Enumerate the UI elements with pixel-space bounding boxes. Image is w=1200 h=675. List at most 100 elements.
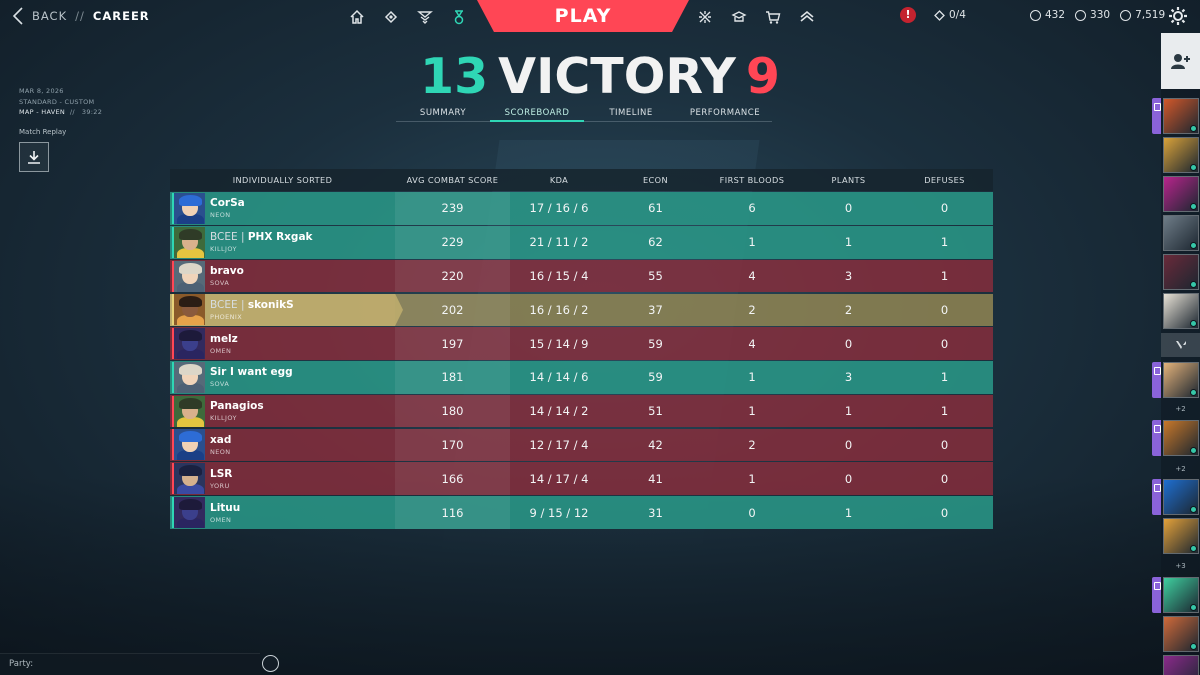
table-row[interactable]: melz OMEN 197 15 / 14 / 9 59 4 0 0	[170, 327, 993, 360]
download-icon	[28, 151, 40, 164]
first-bloods-value: 2	[748, 302, 756, 317]
header-plants[interactable]: PLANTS	[831, 175, 866, 185]
friend-avatar[interactable]	[1163, 176, 1199, 212]
player-name: LSR	[210, 468, 232, 480]
friend-avatar[interactable]	[1163, 362, 1199, 398]
premier-tab[interactable]	[722, 4, 756, 30]
player-cell[interactable]: melz OMEN	[170, 327, 395, 360]
agent-portrait	[172, 463, 205, 495]
first-bloods-value: 2	[748, 437, 756, 452]
currency-wallet[interactable]: 432 330 7,519	[1030, 9, 1165, 21]
friend-avatar[interactable]	[1163, 420, 1199, 456]
friends-group-divider[interactable]	[1161, 333, 1200, 357]
store-tab[interactable]	[756, 4, 790, 30]
player-tag: BCEE |	[210, 298, 248, 311]
tab-scoreboard[interactable]: SCOREBOARD	[490, 106, 584, 122]
friend-avatar[interactable]	[1163, 137, 1199, 173]
portrait-hair	[179, 363, 202, 375]
plants-value: 0	[844, 336, 853, 351]
tab-performance[interactable]: PERFORMANCE	[689, 108, 761, 118]
header-acs[interactable]: AVG COMBAT SCORE	[406, 175, 499, 185]
player-cell[interactable]: Lituu OMEN	[170, 496, 395, 529]
player-cell[interactable]: Sir I want egg SOVA	[170, 361, 395, 394]
friend-avatar[interactable]	[1163, 215, 1199, 251]
portrait-hair	[179, 296, 202, 308]
player-cell[interactable]: BCEE | PHX Rxgak KILLJOY	[170, 226, 395, 259]
career-tab[interactable]	[442, 4, 476, 30]
table-row[interactable]: BCEE | PHX Rxgak KILLJOY 229 21 / 11 / 2 62 1…	[170, 225, 993, 259]
friend-player-card	[1164, 656, 1198, 675]
player-name: Sir I want egg	[210, 366, 293, 378]
friend-avatar[interactable]	[1163, 98, 1199, 134]
online-status-dot	[1190, 203, 1197, 210]
acs-value: 220	[395, 259, 510, 293]
portrait-hair	[179, 194, 202, 206]
header-defuses[interactable]: DEFUSES	[924, 175, 965, 185]
friend-avatar[interactable]	[1163, 518, 1199, 554]
agent-portrait	[172, 395, 205, 427]
plants-value: 1	[844, 235, 853, 250]
header-first-bloods[interactable]: FIRST BLOODS	[719, 175, 785, 185]
career-icon	[454, 10, 464, 25]
match-outcome: VICTORY	[498, 48, 736, 105]
tab-summary[interactable]: SUMMARY	[419, 108, 467, 118]
player-cell[interactable]: Panagios KILLJOY	[170, 395, 395, 428]
agents-tab[interactable]	[374, 4, 408, 30]
rank-tab[interactable]	[790, 4, 824, 30]
gear-icon[interactable]	[1168, 6, 1188, 26]
first-bloods-value: 1	[748, 471, 756, 486]
friend-avatar[interactable]	[1163, 577, 1199, 613]
econ-value: 31	[648, 505, 663, 520]
table-row[interactable]: CorSa NEON 239 17 / 16 / 6 61 6 0 0	[170, 192, 993, 225]
friend-avatar[interactable]	[1163, 616, 1199, 652]
tab-timeline[interactable]: TIMELINE	[609, 108, 653, 118]
table-row[interactable]: bravo SOVA 220 16 / 15 / 4 55 4 3 1	[170, 259, 993, 293]
table-row[interactable]: Sir I want egg SOVA 181 14 / 14 / 6 59 1 3 1	[170, 361, 993, 394]
friend-avatar[interactable]	[1163, 479, 1199, 515]
player-cell[interactable]: xad NEON	[170, 429, 395, 462]
agent-name: PHOENIX	[210, 312, 243, 321]
player-cell[interactable]: CorSa NEON	[170, 192, 395, 225]
portrait-body	[177, 416, 204, 427]
party-chat-bar[interactable]: Party:	[0, 653, 260, 675]
alert-icon[interactable]: !	[900, 7, 916, 23]
add-friend-button[interactable]	[1161, 33, 1200, 89]
quest-counter[interactable]: 0/4	[934, 9, 966, 21]
header-econ[interactable]: ECON	[642, 175, 669, 185]
battlepass-tab[interactable]	[688, 4, 722, 30]
home-tab[interactable]	[340, 4, 374, 30]
player-cell[interactable]: LSR YORU	[170, 462, 395, 495]
back-button[interactable]: BACK // CAREER	[12, 6, 150, 26]
party-label: Party:	[9, 659, 34, 669]
table-row[interactable]: Panagios KILLJOY 180 14 / 14 / 2 51 1 1 1	[170, 394, 993, 428]
econ-value: 41	[648, 471, 663, 486]
table-row[interactable]: Lituu OMEN 116 9 / 15 / 12 31 0 1 0	[170, 496, 993, 529]
table-row[interactable]: LSR YORU 166 14 / 17 / 4 41 1 0 0	[170, 462, 993, 496]
agent-name: KILLJOY	[210, 245, 237, 254]
chat-icon[interactable]	[262, 655, 279, 672]
collection-tab[interactable]	[408, 4, 442, 30]
kda-value: 14 / 14 / 2	[529, 404, 589, 419]
online-status-dot	[1190, 389, 1197, 396]
friend-avatar[interactable]	[1163, 293, 1199, 329]
agent-portrait	[172, 361, 205, 393]
player-name-text: Sir I want egg	[210, 366, 293, 379]
player-cell[interactable]: bravo SOVA	[170, 260, 395, 293]
header-kda[interactable]: KDA	[549, 175, 569, 185]
header-player[interactable]: INDIVIDUALLY SORTED	[232, 175, 333, 185]
battlepass-icon	[699, 11, 711, 23]
play-button[interactable]: PLAY	[477, 0, 689, 32]
player-cell[interactable]: BCEE | skonikS PHOENIX	[170, 293, 395, 327]
table-row[interactable]: BCEE | skonikS PHOENIX 202 16 / 16 / 2 37 2 2 0	[170, 293, 993, 327]
portrait-hair	[179, 228, 202, 240]
table-row[interactable]: xad NEON 170 12 / 17 / 4 42 2 0 0	[170, 428, 993, 462]
valorant-logo-icon	[1175, 341, 1186, 349]
portrait-hair	[179, 330, 202, 342]
top-navigation-bar: BACK // CAREER PLAY !	[0, 0, 1200, 34]
player-identity: LSR YORU	[210, 468, 232, 490]
friend-avatar[interactable]	[1163, 655, 1199, 675]
agent-name: SOVA	[210, 380, 230, 389]
match-info-separator: //	[69, 108, 75, 116]
match-replay-download-button[interactable]	[19, 142, 49, 172]
friend-avatar[interactable]	[1163, 254, 1199, 290]
